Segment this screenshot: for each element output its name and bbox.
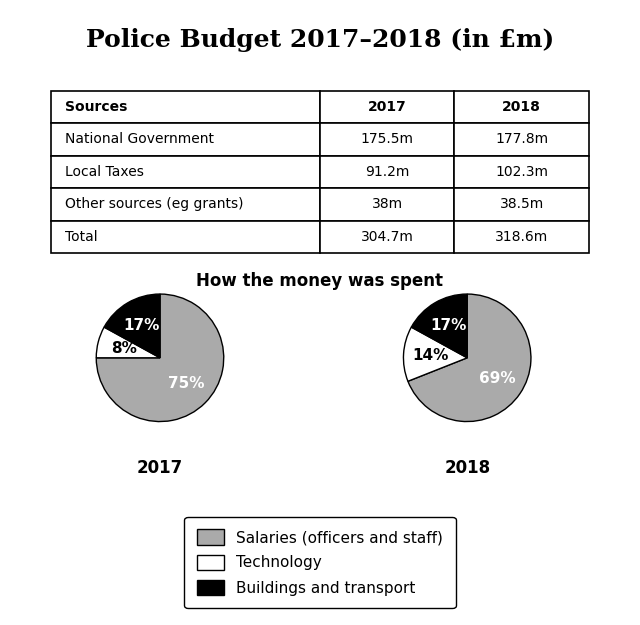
Text: Sources: Sources [65, 100, 127, 114]
Text: 17%: 17% [430, 319, 467, 334]
Bar [454, 156, 589, 188]
Bar [320, 156, 454, 188]
Text: Police Budget 2017–2018 (in £m): Police Budget 2017–2018 (in £m) [86, 28, 554, 52]
Text: National Government: National Government [65, 132, 214, 146]
Text: 91.2m: 91.2m [365, 165, 410, 179]
Wedge shape [412, 294, 467, 358]
Text: 177.8m: 177.8m [495, 132, 548, 146]
Wedge shape [408, 294, 531, 421]
Text: 38.5m: 38.5m [499, 198, 544, 211]
Text: 304.7m: 304.7m [361, 230, 413, 244]
Bar [320, 91, 454, 123]
Text: 75%: 75% [168, 376, 204, 391]
Wedge shape [403, 327, 467, 381]
Bar [454, 91, 589, 123]
Text: 2018: 2018 [444, 459, 490, 478]
Text: 69%: 69% [479, 371, 516, 386]
Text: 2017: 2017 [368, 100, 406, 114]
Text: Local Taxes: Local Taxes [65, 165, 143, 179]
Text: 38m: 38m [372, 198, 403, 211]
Bar [320, 221, 454, 253]
Bar [51, 221, 320, 253]
Bar [320, 123, 454, 156]
Text: 102.3m: 102.3m [495, 165, 548, 179]
Text: 2018: 2018 [502, 100, 541, 114]
Text: How the money was spent: How the money was spent [196, 272, 444, 290]
Text: 8%: 8% [111, 341, 137, 356]
Bar [51, 156, 320, 188]
Text: 318.6m: 318.6m [495, 230, 548, 244]
Bar [320, 188, 454, 221]
Bar [454, 188, 589, 221]
Bar [51, 91, 320, 123]
Bar [454, 221, 589, 253]
Text: 14%: 14% [412, 348, 449, 363]
Wedge shape [96, 294, 224, 421]
Text: 175.5m: 175.5m [361, 132, 413, 146]
Bar [454, 123, 589, 156]
Text: Other sources (eg grants): Other sources (eg grants) [65, 198, 243, 211]
Bar [51, 123, 320, 156]
Wedge shape [104, 294, 160, 358]
Text: 17%: 17% [123, 319, 159, 334]
Text: 2017: 2017 [137, 459, 183, 478]
Bar [51, 188, 320, 221]
Wedge shape [96, 327, 160, 357]
Text: Total: Total [65, 230, 97, 244]
Legend: Salaries (officers and staff), Technology, Buildings and transport: Salaries (officers and staff), Technolog… [184, 517, 456, 608]
